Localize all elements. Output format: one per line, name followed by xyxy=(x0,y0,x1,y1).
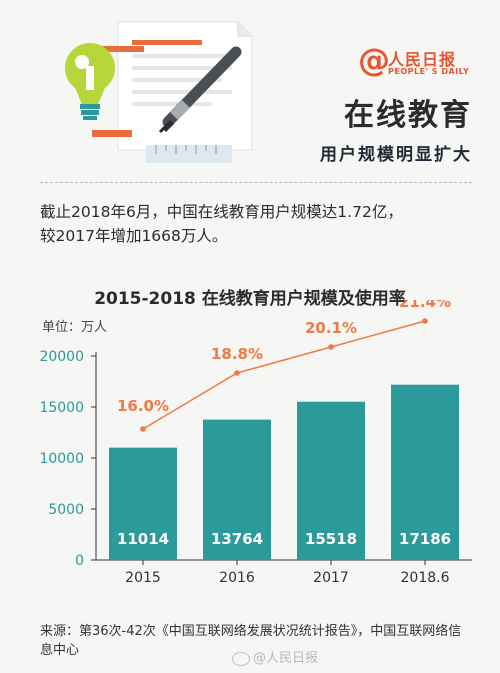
x-tick-label: 2018.6 xyxy=(401,570,450,586)
ruler-icon xyxy=(146,145,232,163)
rate-point xyxy=(140,426,146,432)
bar xyxy=(391,384,459,560)
bar xyxy=(203,419,271,560)
rate-label: 21.4% xyxy=(399,300,451,311)
y-tick-label: 15000 xyxy=(39,400,84,416)
bar-value-label: 17186 xyxy=(399,530,451,548)
education-illustration xyxy=(65,21,253,163)
rate-label: 18.8% xyxy=(211,345,263,363)
bar xyxy=(109,447,177,560)
brand-at-icon: @ xyxy=(358,41,390,79)
weibo-icon xyxy=(232,651,250,666)
bar-value-label: 15518 xyxy=(305,530,357,548)
y-tick-label: 5000 xyxy=(48,502,84,518)
rate-label: 16.0% xyxy=(117,397,169,415)
lightbulb-icon xyxy=(65,43,115,120)
rate-point xyxy=(234,370,240,376)
rate-point xyxy=(328,344,334,350)
bar-line-chart: 0 5000 10000 15000 20000 11014 2015 13764 2016 15… xyxy=(39,300,472,586)
chart-title: 2015-2018 在线教育用户规模及使用率 xyxy=(94,289,406,309)
brand-name: 人民日报 xyxy=(388,50,457,69)
intro-line-2: 较2017年增加1668万人。 xyxy=(40,227,228,245)
y-tick-label: 20000 xyxy=(39,349,84,365)
y-tick-label: 0 xyxy=(75,553,84,569)
rate-point xyxy=(422,318,428,324)
watermark-text: @人民日报 xyxy=(253,651,319,666)
brand-logo: @ 人民日报 PEOPLE' S DAILY xyxy=(358,41,488,84)
bar-icon xyxy=(92,130,132,137)
bar xyxy=(297,401,365,560)
x-tick-label: 2015 xyxy=(125,570,161,586)
x-tick-label: 2016 xyxy=(219,570,255,586)
page-title: 在线教育 xyxy=(344,98,472,133)
tag-icon xyxy=(96,46,144,52)
bar-value-label: 11014 xyxy=(117,530,169,548)
page-subtitle: 用户规模明显扩大 xyxy=(320,145,472,165)
y-tick-label: 10000 xyxy=(39,451,84,467)
notebook-icon xyxy=(117,21,253,151)
intro-line-1: 截止2018年6月，中国在线教育用户规模达1.72亿， xyxy=(40,203,403,221)
bar-value-label: 13764 xyxy=(211,530,263,548)
pen-icon xyxy=(158,46,242,134)
hero-illustration xyxy=(0,0,500,175)
x-tick-label: 2017 xyxy=(313,570,349,586)
unit-label: 单位：万人 xyxy=(42,320,108,335)
brand-name-en: PEOPLE' S DAILY xyxy=(388,67,470,76)
rate-line xyxy=(142,320,426,430)
watermark: @人民日报 xyxy=(232,647,318,666)
intro-text: 截止2018年6月，中国在线教育用户规模达1.72亿， 较2017年增加1668… xyxy=(40,200,480,248)
source-note: 来源：第36次-42次《中国互联网络发展状况统计报告》，中国互联网络信息中心 xyxy=(40,624,462,658)
rate-label: 20.1% xyxy=(305,319,357,337)
divider xyxy=(40,182,472,183)
